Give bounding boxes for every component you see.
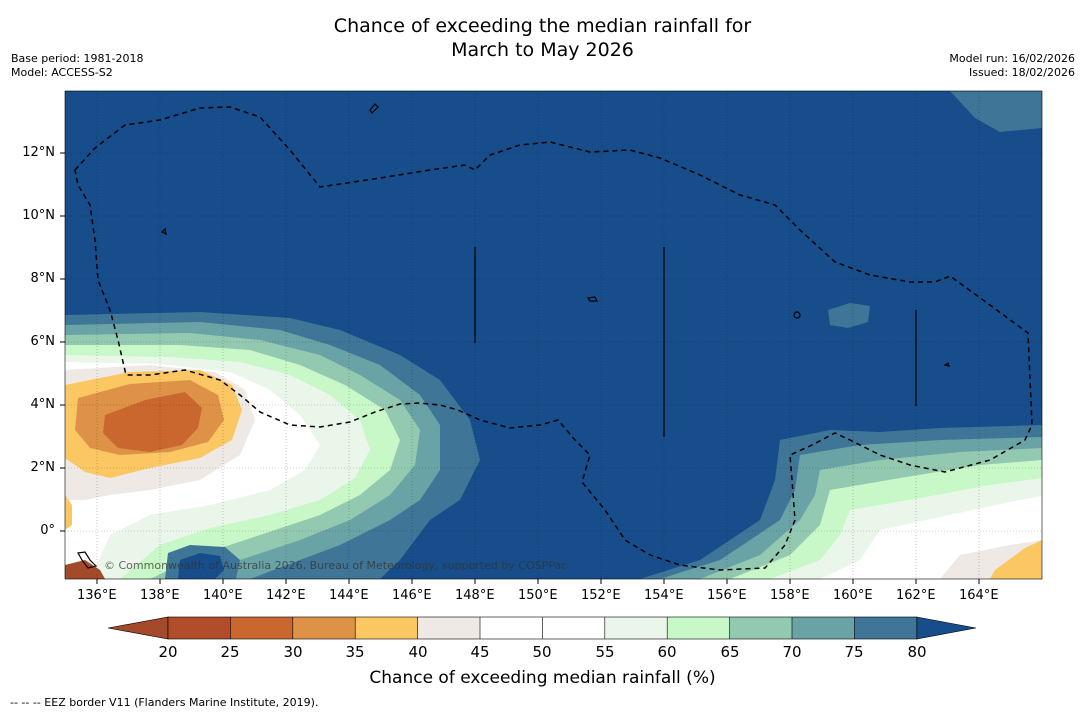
eez-legend-note: -- -- -- EEZ border V11 (Flanders Marine… (10, 696, 319, 709)
colorbar-label-30: 30 (283, 643, 303, 661)
colorbar-bin-25-30 (230, 617, 293, 639)
colorbar-label-45: 45 (470, 643, 490, 661)
colorbar-label-60: 60 (657, 643, 677, 661)
lon-label-150: 150°E (518, 588, 558, 603)
lat-label-12n: 12°N (22, 145, 55, 160)
lon-label-156: 156°E (707, 588, 747, 603)
colorbar-high-extension (916, 616, 977, 640)
colorbar-bin-40-45 (417, 617, 480, 639)
lon-label-136: 136°E (77, 588, 117, 603)
colorbar-bin-35-40 (355, 617, 418, 639)
colorbar-bin-65-70 (729, 617, 792, 639)
lat-label-6n: 6°N (30, 334, 56, 349)
eez-border (74, 106, 1033, 571)
colorbar-label-70: 70 (782, 643, 802, 661)
lon-label-146: 146°E (392, 588, 432, 603)
model-name: Model: ACCESS-S2 (11, 66, 113, 79)
lon-label-144: 144°E (329, 588, 369, 603)
base-period: Base period: 1981-2018 (11, 52, 144, 65)
coastlines (77, 103, 950, 569)
map-title-line-1: Chance of exceeding the median rainfall … (333, 15, 752, 37)
colorbar-low-extension (107, 616, 169, 640)
colorbar (107, 616, 977, 640)
colorbar-label-55: 55 (595, 643, 615, 661)
lon-label-140: 140°E (203, 588, 243, 603)
map-title-line-2: March to May 2026 (451, 39, 634, 61)
lon-label-160: 160°E (833, 588, 873, 603)
lat-label-0: 0° (40, 523, 55, 538)
colorbar-bin-20-25 (168, 617, 231, 639)
lon-label-164: 164°E (959, 588, 999, 603)
rainfall-probability-field (65, 91, 1042, 579)
lon-label-142: 142°E (266, 588, 306, 603)
colorbar-bin-60-65 (667, 617, 730, 639)
lat-label-8n: 8°N (30, 271, 56, 286)
lon-label-152: 152°E (581, 588, 621, 603)
colorbar-bin-70-75 (792, 617, 855, 639)
colorbar-bin-75-80 (854, 617, 917, 639)
lat-label-10n: 10°N (22, 208, 55, 223)
colorbar-label-25: 25 (220, 643, 240, 661)
colorbar-bin-55-60 (604, 617, 668, 639)
lon-label-162: 162°E (896, 588, 936, 603)
issued-date: Issued: 18/02/2026 (968, 66, 1075, 79)
lon-label-158: 158°E (770, 588, 810, 603)
band-30-35 (103, 392, 202, 452)
lon-label-138: 138°E (140, 588, 180, 603)
colorbar-bin-30-35 (292, 617, 356, 639)
lat-label-4n: 4°N (30, 397, 56, 412)
colorbar-label-65: 65 (720, 643, 740, 661)
copyright-notice: © Commonwealth of Australia 2026, Bureau… (104, 559, 568, 572)
colorbar-bin-50-55 (542, 617, 605, 639)
colorbar-title: Chance of exceeding median rainfall (%) (369, 668, 716, 688)
colorbar-label-50: 50 (532, 643, 552, 661)
model-run-date: Model run: 16/02/2026 (949, 52, 1075, 65)
colorbar-label-80: 80 (907, 643, 927, 661)
colorbar-label-35: 35 (345, 643, 365, 661)
lon-label-148: 148°E (455, 588, 495, 603)
lon-label-154: 154°E (644, 588, 684, 603)
colorbar-label-20: 20 (158, 643, 178, 661)
lat-label-2n: 2°N (30, 460, 56, 475)
colorbar-label-40: 40 (408, 643, 428, 661)
colorbar-label-75: 75 (844, 643, 864, 661)
colorbar-bin-45-50 (480, 617, 543, 639)
